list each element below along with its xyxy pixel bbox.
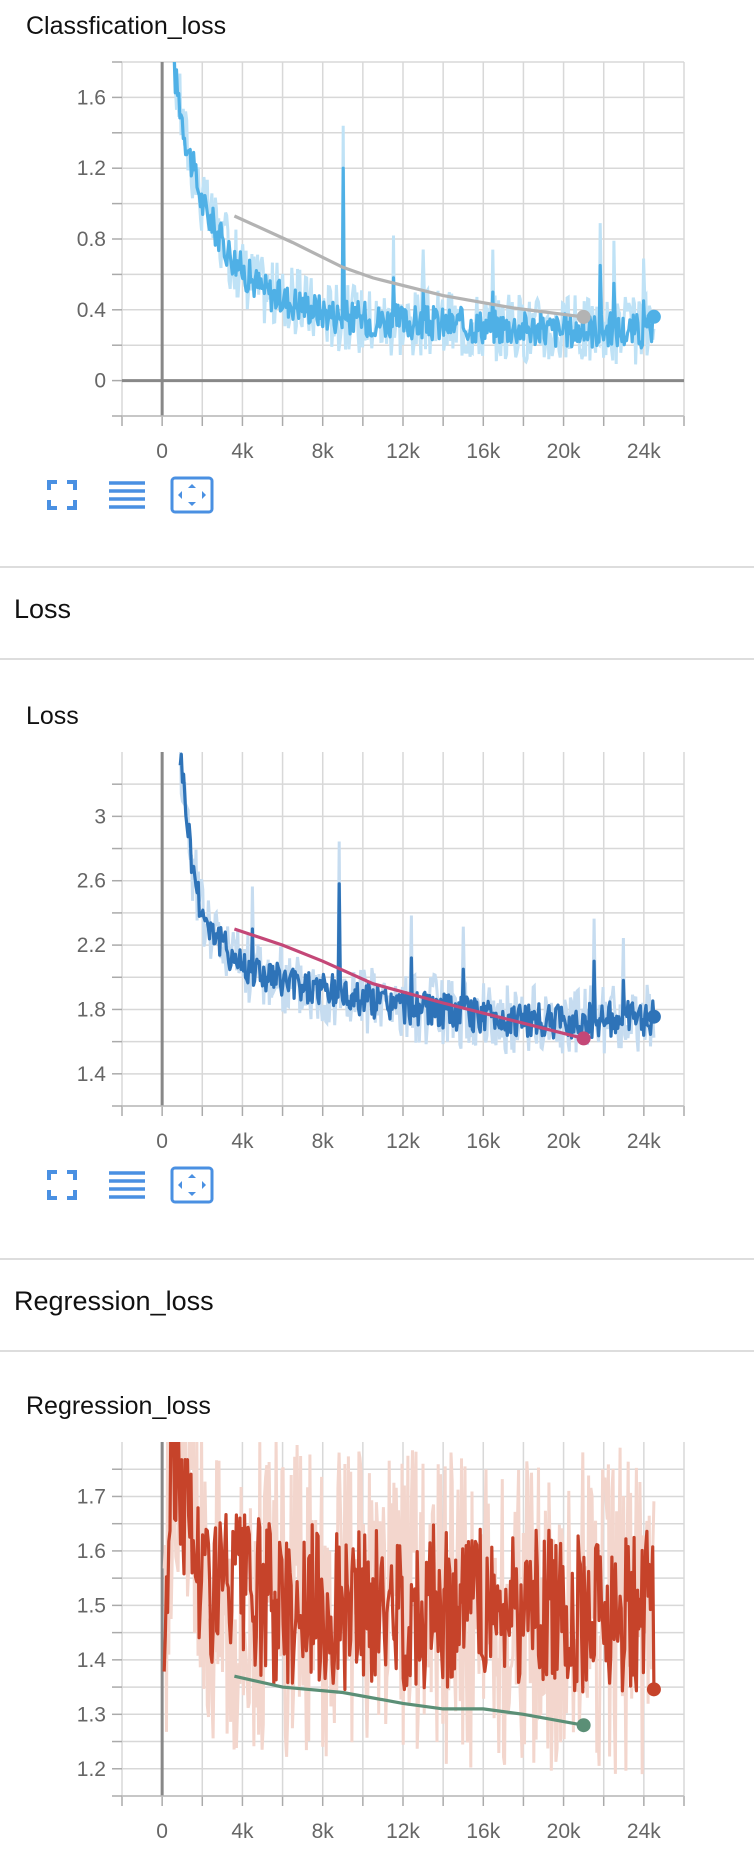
fit-domain-icon [170,1166,214,1204]
y-tick-label: 2.2 [77,934,106,957]
x-tick-label: 8k [312,1820,335,1843]
y-tick-label: 1.4 [77,1649,107,1672]
x-tick-label: 12k [386,440,420,463]
series-comparison-endpoint [576,309,591,324]
x-tick-label: 8k [312,1130,335,1153]
y-tick-label: 1.2 [77,1758,106,1781]
fullscreen-icon [47,1170,77,1200]
y-tick-label: 1.3 [77,1703,106,1726]
series-comparison-line [234,1674,584,1727]
x-tick-label: 24k [627,1820,661,1843]
y-tick-label: 1.6 [77,86,106,109]
x-tick-label: 16k [466,1130,500,1153]
chart-card-loss: Loss 0 4k 8k 12k 16k 20k 24k 1.4 1.8 2.2 2.6 3 [0,690,754,1250]
x-tick-label: 0 [156,1820,168,1843]
series-main-line [178,752,656,1040]
series-main-endpoint [646,1682,661,1697]
series-main-endpoint [646,1009,661,1024]
y-tick-label: 0 [94,370,106,393]
x-tick-label: 4k [231,440,254,463]
x-tick-label: 4k [231,1820,254,1843]
x-tick-label: 16k [466,440,500,463]
chart-title: Classfication_loss [26,12,227,40]
fullscreen-button[interactable] [40,1165,84,1205]
regression-loss-plot[interactable]: 0 4k 8k 12k 16k 20k 24k 1.2 1.3 1.4 1.5 1.6 1.7 [0,1430,754,1854]
y-tick-label: 0.8 [77,228,106,251]
fit-domain-button[interactable] [170,475,214,515]
chart-card-classification: Classfication_loss 0 4k 8k 12k 16k 20k 24k 0 0.4… [0,0,754,560]
section-title: Loss [14,594,72,624]
loss-plot[interactable]: 0 4k 8k 12k 16k 20k 24k 1.4 1.8 2.2 2.6 3 [0,740,754,1210]
plot-area [162,1442,656,1775]
chart-title: Regression_loss [26,1392,211,1420]
y-tick-label: 3 [94,805,106,828]
fit-domain-button[interactable] [170,1165,214,1205]
x-tick-label: 12k [386,1820,420,1843]
y-tick-label: 0.4 [77,299,107,322]
plot-area [178,752,656,1055]
x-tick-label: 24k [627,1130,661,1153]
menu-lines-icon [109,481,145,509]
fullscreen-icon [47,480,77,510]
x-tick-label: 20k [547,1820,581,1843]
series-main-endpoint [646,309,661,324]
y-tick-label: 1.6 [77,1540,106,1563]
series-main-line [162,1442,656,1694]
x-tick-label: 12k [386,1130,420,1153]
toggle-log-button[interactable] [105,1165,149,1205]
section-header-regression: Regression_loss [0,1258,754,1352]
x-tick-label: 20k [547,440,581,463]
y-tick-label: 1.8 [77,998,106,1021]
menu-lines-icon [109,1171,145,1199]
x-tick-label: 4k [231,1130,254,1153]
chart-toolbar [40,1165,214,1205]
x-tick-label: 20k [547,1130,581,1153]
classification-loss-plot[interactable]: 0 4k 8k 12k 16k 20k 24k 0 0.4 0.8 1.2 1.6 [0,50,754,520]
y-tick-label: 1.2 [77,157,106,180]
y-tick-label: 1.4 [77,1063,107,1086]
y-tick-label: 1.7 [77,1485,106,1508]
x-tick-label: 16k [466,1820,500,1843]
x-tick-label: 24k [627,440,661,463]
series-comparison-line [233,214,584,319]
fit-domain-icon [170,476,214,514]
section-header-loss: Loss [0,566,754,660]
series-comparison-endpoint [576,1031,591,1046]
series-comparison-line [233,927,584,1040]
series-main-line [172,62,656,350]
chart-card-regression: Regression_loss 0 4k 8k 12k 16k 20k 24k 1.2 1.3 1… [0,1380,754,1854]
section-title: Regression_loss [14,1286,214,1316]
x-tick-label: 8k [312,440,335,463]
fullscreen-button[interactable] [40,475,84,515]
y-tick-label: 1.5 [77,1594,106,1617]
y-tick-label: 2.6 [77,870,106,893]
x-tick-label: 0 [156,440,168,463]
series-comparison-endpoint [576,1718,591,1733]
chart-title: Loss [26,702,79,730]
x-tick-label: 0 [156,1130,168,1153]
plot-area [172,62,656,365]
toggle-log-button[interactable] [105,475,149,515]
chart-toolbar [40,475,214,515]
